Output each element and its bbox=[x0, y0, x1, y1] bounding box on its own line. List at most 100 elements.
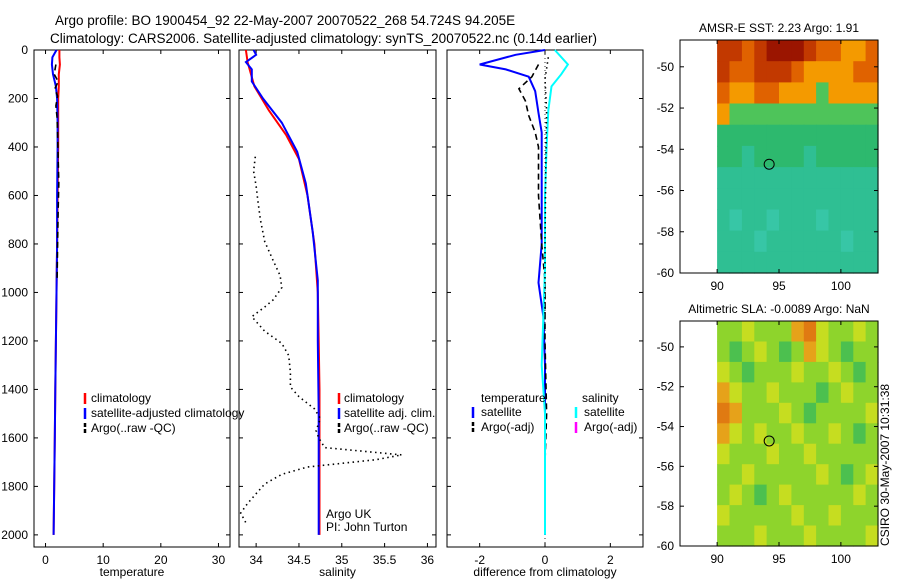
sst-map-cell bbox=[729, 124, 743, 147]
sst-map-cell bbox=[779, 124, 792, 147]
sst-map-cell bbox=[766, 145, 780, 168]
sla-map-cell bbox=[741, 464, 755, 486]
sla-map-cell bbox=[741, 361, 755, 383]
sla-map-cell bbox=[717, 402, 731, 424]
sla-map-ytick-label: -50 bbox=[657, 340, 675, 354]
sst-map-cell bbox=[729, 251, 743, 274]
sst-map-cell bbox=[840, 124, 854, 147]
sla-map-panel: 90 95 100 -50 -52 -54 -56 -58 -60 Altimetric SLA:… bbox=[657, 302, 879, 566]
sst-map-cell bbox=[803, 209, 817, 232]
sst-map-cell bbox=[717, 124, 731, 147]
sst-map-cell bbox=[853, 82, 867, 105]
sst-map-cell bbox=[803, 82, 817, 105]
temperature-axes-box bbox=[33, 49, 231, 548]
sst-map-cell bbox=[741, 209, 755, 232]
sst-map-cell bbox=[865, 209, 879, 232]
sst-map-cell bbox=[816, 61, 830, 83]
sst-map-cell bbox=[828, 124, 842, 147]
sla-map-cell bbox=[754, 525, 768, 547]
sst-map-ytick-label: -58 bbox=[657, 225, 675, 239]
sla-map-cell bbox=[729, 423, 743, 445]
sla-map-cell bbox=[741, 321, 755, 343]
difference-series-0 bbox=[479, 49, 546, 535]
salinity-xtick-label: 34.5 bbox=[287, 553, 311, 567]
sla-map-cell bbox=[828, 443, 842, 465]
sst-map-cell bbox=[779, 82, 792, 105]
temperature-ytick-label: 1800 bbox=[1, 479, 28, 493]
sla-map-cell bbox=[729, 402, 743, 424]
salinity-xtick-label: 36 bbox=[421, 553, 435, 567]
sst-map-xtick-label: 90 bbox=[710, 279, 724, 293]
sst-map-cell bbox=[779, 145, 792, 168]
sst-map-cell bbox=[816, 82, 830, 105]
sla-map-cell bbox=[791, 443, 805, 465]
difference-xtick-label: -2 bbox=[474, 553, 485, 567]
sla-map-cell bbox=[729, 525, 743, 547]
sla-map-cell bbox=[840, 484, 854, 506]
sst-map-cell bbox=[717, 251, 731, 274]
sla-map-cell bbox=[754, 423, 768, 445]
sst-map-cell bbox=[791, 103, 805, 126]
sla-map-cell bbox=[766, 505, 780, 527]
sla-map-cell bbox=[853, 361, 867, 383]
sla-map-cell bbox=[840, 525, 854, 547]
sla-map-cell bbox=[791, 423, 805, 445]
sst-map-cell bbox=[816, 145, 830, 168]
sst-map-cell bbox=[865, 61, 879, 83]
sla-map-cell bbox=[791, 505, 805, 527]
sla-map-cell bbox=[828, 341, 842, 363]
sst-map-cell bbox=[853, 40, 867, 62]
sla-map-ytick-label: -58 bbox=[657, 499, 675, 513]
sla-map-cell bbox=[865, 505, 879, 527]
sla-map-cell bbox=[840, 464, 854, 486]
salinity-legend-label: satellite adj. clim. bbox=[344, 406, 435, 420]
sst-map-cell bbox=[816, 124, 830, 147]
sst-map-cell bbox=[717, 230, 731, 253]
salinity-annotation: PI: John Turton bbox=[326, 520, 407, 534]
sla-map-cell bbox=[865, 525, 879, 547]
sst-map-cell bbox=[717, 145, 731, 168]
sst-map-cell bbox=[816, 40, 830, 62]
sst-map-cell bbox=[717, 167, 731, 189]
sst-map-cell bbox=[803, 61, 817, 83]
sst-map-cell bbox=[840, 209, 854, 232]
sst-map-cell bbox=[741, 167, 755, 189]
temperature-ytick-label: 1600 bbox=[1, 431, 28, 445]
sla-map-cell bbox=[828, 464, 842, 486]
sla-map-cell bbox=[741, 443, 755, 465]
sst-map-cell bbox=[803, 103, 817, 126]
temperature-legend-label: climatology bbox=[91, 391, 151, 405]
sla-map-cell bbox=[717, 321, 731, 343]
sst-map-cell bbox=[816, 188, 830, 211]
sst-map-cell bbox=[729, 188, 743, 211]
sla-map-xtick-label: 100 bbox=[831, 552, 851, 566]
sst-map-cell bbox=[803, 124, 817, 147]
sst-map-cell bbox=[840, 40, 854, 62]
difference-series-2 bbox=[540, 49, 570, 535]
sst-map-cell bbox=[754, 230, 768, 253]
sla-map-cell bbox=[729, 443, 743, 465]
sst-map-cell bbox=[766, 61, 780, 83]
sst-map-cell bbox=[754, 145, 768, 168]
sla-map-cell bbox=[853, 382, 867, 404]
sst-map-cell bbox=[754, 251, 768, 274]
sst-map-cell bbox=[803, 40, 817, 62]
sst-map-cell bbox=[741, 40, 755, 62]
sla-map-cell bbox=[791, 525, 805, 547]
sst-map-cell bbox=[717, 40, 731, 62]
sla-map-cell bbox=[754, 484, 768, 506]
sst-map-cell bbox=[741, 61, 755, 83]
sla-map-cell bbox=[741, 382, 755, 404]
sst-map-cell bbox=[828, 230, 842, 253]
temperature-ytick-label: 1200 bbox=[1, 334, 28, 348]
sla-map-cell bbox=[828, 361, 842, 383]
temperature-series-1 bbox=[50, 49, 59, 535]
sla-map-title: Altimetric SLA: -0.0089 Argo: NaN bbox=[688, 302, 869, 316]
figure-title-line1: Argo profile: BO 1900454_92 22-May-2007 … bbox=[55, 13, 515, 28]
sst-map-cell bbox=[791, 251, 805, 274]
sst-map-cell bbox=[766, 124, 780, 147]
sla-map-xtick-label: 95 bbox=[772, 552, 786, 566]
temperature-ytick-label: 0 bbox=[21, 43, 28, 57]
sla-map-cell bbox=[791, 382, 805, 404]
